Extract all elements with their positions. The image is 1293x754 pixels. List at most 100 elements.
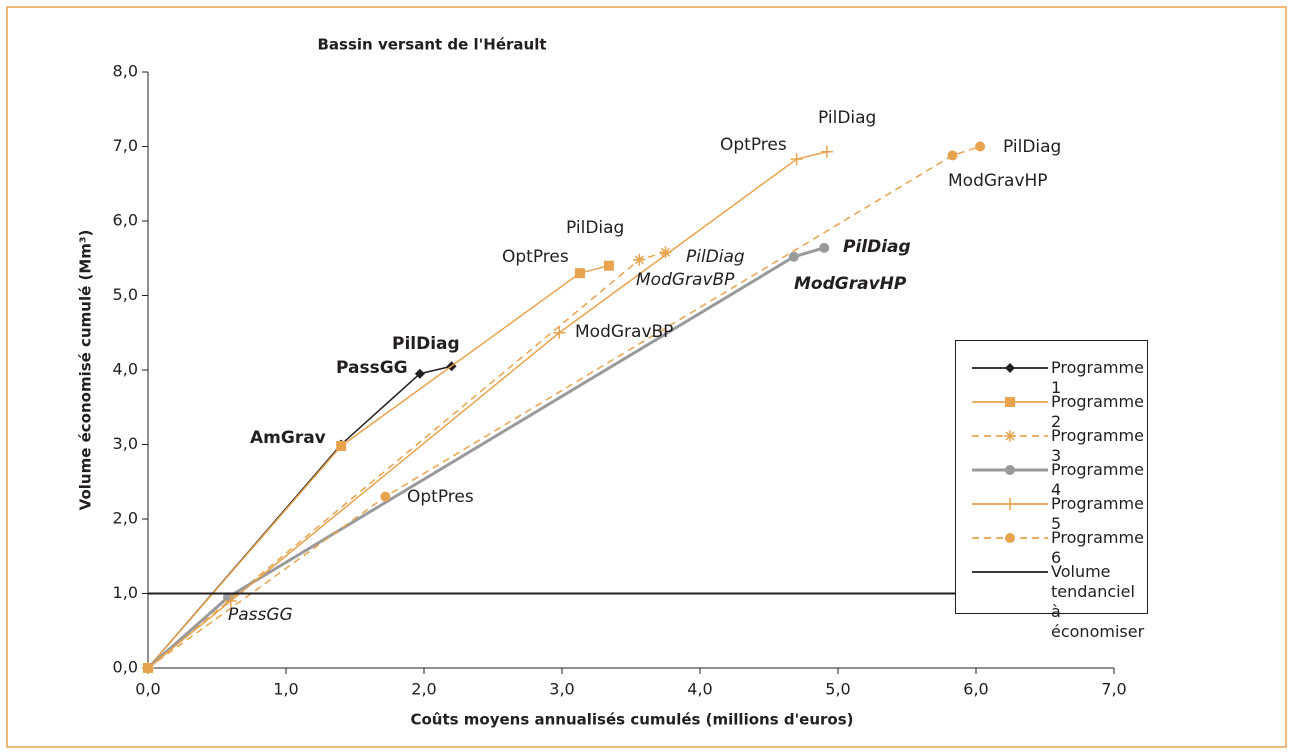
marker: [336, 440, 347, 451]
marker-shape: [414, 368, 425, 379]
annotation: PilDiag: [843, 237, 911, 257]
legend-swatch: [972, 430, 1048, 442]
legend-label: Programme 5: [1051, 494, 1144, 533]
x-tick-label: 3,0: [549, 680, 574, 699]
marker: [790, 153, 803, 166]
y-tick-label: 1,0: [113, 583, 138, 602]
legend-swatch: [972, 397, 1048, 407]
marker: [603, 260, 614, 271]
marker: [820, 145, 833, 158]
marker-shape: [380, 491, 391, 502]
annotation: PilDiag: [818, 108, 876, 128]
marker-shape: [1005, 397, 1015, 407]
marker: [1005, 363, 1015, 373]
annotation: PilDiag: [686, 247, 745, 267]
marker-shape: [659, 246, 672, 259]
y-tick-label: 7,0: [113, 136, 138, 155]
marker-shape: [790, 153, 803, 166]
marker-shape: [1005, 533, 1015, 543]
y-tick-label: 3,0: [113, 434, 138, 453]
annotation: PassGG: [228, 605, 293, 625]
marker: [414, 368, 425, 379]
annotation: PilDiag: [392, 334, 460, 354]
marker-shape: [553, 326, 566, 339]
y-tick-label: 5,0: [113, 285, 138, 304]
marker-shape: [143, 663, 153, 673]
legend-item: Volume tendanciel à économiser: [956, 555, 1149, 641]
legend-swatch: [972, 571, 1048, 573]
annotation: ModGravHP: [794, 274, 907, 294]
marker: [1005, 533, 1015, 543]
legend-label: Programme 4: [1051, 460, 1144, 499]
marker-shape: [1005, 465, 1015, 475]
marker: [633, 253, 646, 266]
marker: [947, 150, 958, 161]
marker-shape: [633, 253, 646, 266]
marker-shape: [947, 150, 958, 161]
marker-shape: [603, 260, 614, 271]
series-line: [147, 264, 610, 669]
frame: [6, 6, 1287, 748]
marker: [1004, 498, 1016, 510]
annotation: ModGravBP: [636, 270, 735, 290]
marker: [143, 663, 153, 673]
legend-item: Programme 6: [956, 521, 1149, 567]
legend-item: Programme 1: [956, 351, 1149, 397]
marker: [788, 251, 799, 262]
y-tick-label: 4,0: [113, 360, 138, 379]
annotation: OptPres: [720, 135, 787, 155]
marker-shape: [1005, 363, 1015, 373]
x-tick-label: 5,0: [825, 680, 850, 699]
series-line: [147, 365, 452, 669]
marker: [975, 141, 986, 152]
legend-item: Programme 3: [956, 419, 1149, 465]
legend-swatch: [972, 498, 1048, 510]
legend-item: Programme 4: [956, 453, 1149, 499]
legend-label: Volume tendanciel à économiser: [1051, 562, 1145, 641]
marker: [1005, 465, 1015, 475]
annotation: PilDiag: [1003, 137, 1061, 157]
marker-shape: [574, 268, 585, 279]
marker: [1004, 430, 1016, 442]
legend-swatch: [972, 363, 1048, 373]
marker: [1005, 397, 1015, 407]
annotation: ModGravHP: [948, 171, 1048, 191]
legend-label: Programme 1: [1051, 358, 1144, 397]
marker: [574, 268, 585, 279]
annotation: AmGrav: [250, 428, 326, 448]
marker: [553, 326, 566, 339]
marker-shape: [788, 251, 799, 262]
y-tick-label: 6,0: [113, 211, 138, 230]
marker-shape: [975, 141, 986, 152]
marker-shape: [819, 242, 830, 253]
marker-shape: [1004, 498, 1016, 510]
legend-swatch: [972, 465, 1048, 475]
x-tick-label: 7,0: [1101, 680, 1126, 699]
legend-item: Programme 2: [956, 385, 1149, 431]
chart-title: Bassin versant de l'Hérault: [317, 36, 546, 54]
legend-item: Programme 5: [956, 487, 1149, 533]
marker: [819, 242, 830, 253]
marker: [224, 594, 237, 607]
annotation: OptPres: [407, 487, 474, 507]
annotation: OptPres: [502, 247, 569, 267]
y-tick-label: 8,0: [113, 62, 138, 81]
x-tick-label: 4,0: [687, 680, 712, 699]
series-line: [147, 145, 981, 669]
x-axis-label: Coûts moyens annualisés cumulés (million…: [410, 711, 853, 729]
marker-shape: [336, 440, 347, 451]
legend-label: Programme 2: [1051, 392, 1144, 431]
series-line: [147, 150, 828, 669]
y-tick-label: 0,0: [113, 658, 138, 677]
marker-shape: [820, 145, 833, 158]
marker-shape: [224, 594, 237, 607]
x-tick-label: 6,0: [963, 680, 988, 699]
marker: [659, 246, 672, 259]
y-axis-label: Volume économisé cumulé (Mm³): [77, 230, 95, 511]
annotation: PilDiag: [566, 218, 624, 238]
series-line: [147, 246, 825, 670]
legend-label: Programme 6: [1051, 528, 1144, 567]
annotation: ModGravBP: [575, 322, 673, 342]
legend-label: Programme 3: [1051, 426, 1144, 465]
